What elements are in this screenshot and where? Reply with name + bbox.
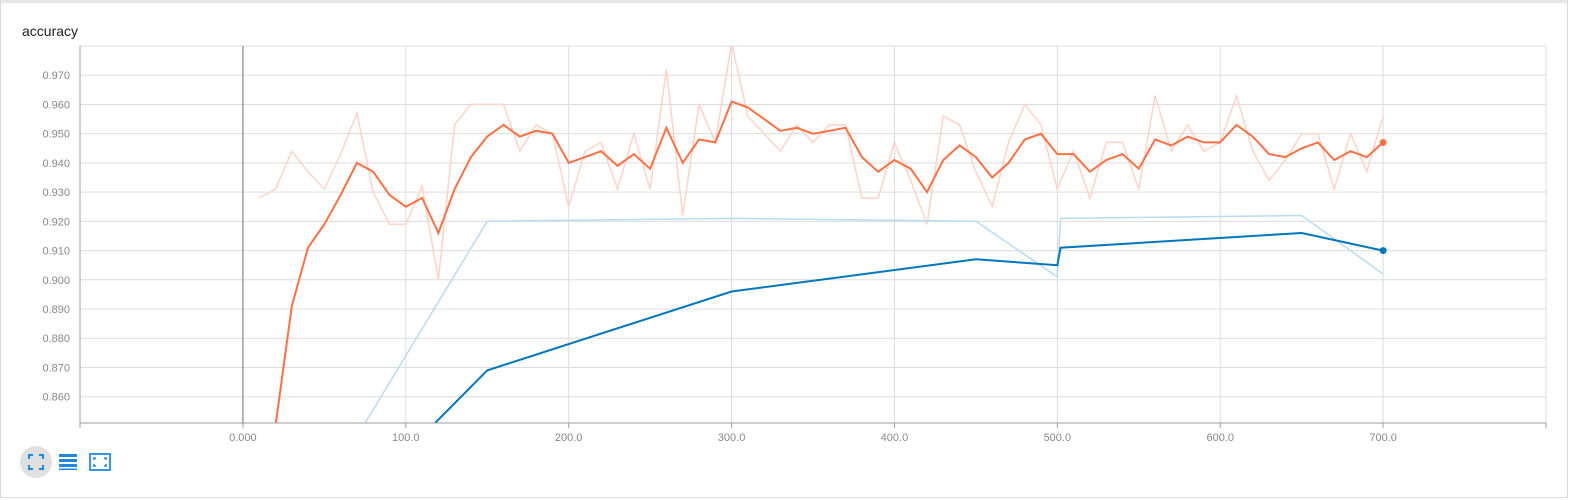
fit-screen-button[interactable] <box>84 446 116 478</box>
grid <box>79 45 1547 423</box>
y-tick-label: 0.920 <box>42 216 70 228</box>
series-1-raw-line <box>364 214 1384 423</box>
y-tick-label: 0.930 <box>42 187 70 199</box>
y-tick-label: 0.940 <box>42 158 70 170</box>
y-tick-label: 0.890 <box>42 304 70 316</box>
y-tick-label: 0.910 <box>42 246 70 258</box>
x-tick-label: 500.0 <box>1044 432 1072 444</box>
fit-screen-icon <box>89 453 111 471</box>
y-tick-label: 0.870 <box>42 362 70 374</box>
y-tick-label: 0.970 <box>42 70 70 82</box>
series-0-smoothed-line <box>274 100 1384 423</box>
y-tick-label: 0.880 <box>42 333 70 345</box>
series-1-end-point <box>1379 247 1387 255</box>
x-tick-label: 0.000 <box>229 432 257 444</box>
x-tick-label: 200.0 <box>555 432 583 444</box>
y-tick-label: 0.900 <box>42 275 70 287</box>
list-icon <box>59 454 77 470</box>
series-0-end-point <box>1379 138 1387 146</box>
series-0-raw-line <box>258 46 1384 280</box>
fullscreen-button[interactable] <box>20 446 52 478</box>
x-tick-label: 100.0 <box>392 432 420 444</box>
x-tick-label: 600.0 <box>1206 432 1234 444</box>
series-1-smoothed-line <box>434 231 1384 423</box>
x-tick-label: 400.0 <box>881 432 909 444</box>
x-tick-label: 300.0 <box>718 432 746 444</box>
fullscreen-icon <box>28 454 44 470</box>
series-1 <box>364 214 1384 423</box>
x-tick-label: 700.0 <box>1369 432 1397 444</box>
list-button[interactable] <box>52 446 84 478</box>
series-0 <box>258 46 1384 423</box>
y-tick-label: 0.960 <box>42 99 70 111</box>
chart-title: accuracy <box>22 23 79 39</box>
chart-toolbar <box>20 446 116 478</box>
y-tick-label: 0.950 <box>42 129 70 141</box>
y-tick-label: 0.860 <box>42 392 70 404</box>
axes: 0.860 0.870 0.880 0.890 0.900 0.910 0.920 0.930… <box>42 46 1547 444</box>
series-layer <box>258 46 1387 423</box>
